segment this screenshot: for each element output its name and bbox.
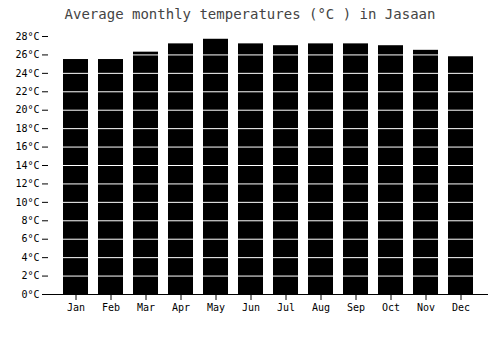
svg-text:Jul: Jul — [277, 302, 295, 313]
svg-text:Mar: Mar — [137, 302, 155, 313]
svg-text:Oct: Oct — [382, 302, 400, 313]
svg-text:Apr: Apr — [172, 302, 190, 313]
svg-text:28°C: 28°C — [15, 31, 39, 42]
svg-text:10°C: 10°C — [15, 197, 39, 208]
svg-text:Aug: Aug — [312, 302, 330, 313]
svg-text:Nov: Nov — [417, 302, 435, 313]
svg-text:Dec: Dec — [452, 302, 470, 313]
svg-text:0°C: 0°C — [21, 289, 39, 300]
svg-text:22°C: 22°C — [15, 86, 39, 97]
svg-text:20°C: 20°C — [15, 104, 39, 115]
svg-text:8°C: 8°C — [21, 215, 39, 226]
svg-text:Jun: Jun — [242, 302, 260, 313]
svg-text:24°C: 24°C — [15, 68, 39, 79]
svg-text:Jan: Jan — [67, 302, 85, 313]
svg-text:6°C: 6°C — [21, 233, 39, 244]
svg-text:18°C: 18°C — [15, 123, 39, 134]
svg-text:14°C: 14°C — [15, 160, 39, 171]
svg-text:12°C: 12°C — [15, 178, 39, 189]
svg-text:May: May — [207, 302, 225, 313]
svg-text:Feb: Feb — [102, 302, 120, 313]
svg-text:Sep: Sep — [347, 302, 365, 313]
svg-text:16°C: 16°C — [15, 141, 39, 152]
svg-text:2°C: 2°C — [21, 270, 39, 281]
html-text:Average monthly temperatures (: Average monthly temperatures (°C ) in Ja… — [64, 6, 436, 22]
svg-text:4°C: 4°C — [21, 252, 39, 263]
svg-text:26°C: 26°C — [15, 49, 39, 60]
